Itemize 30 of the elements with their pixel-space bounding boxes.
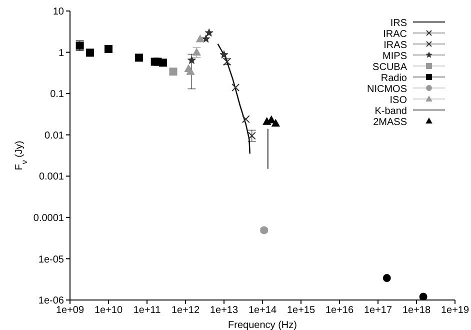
- x-tick-label: 1e+13: [210, 305, 238, 316]
- y-tick-label: 0.01: [44, 130, 64, 142]
- y-tick-label: 1e-05: [38, 254, 64, 266]
- y-tick-label: 1e-06: [38, 296, 64, 307]
- legend-label: ISO: [390, 95, 408, 106]
- x-tick-label: 1e+16: [325, 305, 354, 316]
- legend-label: MIPS: [382, 51, 408, 62]
- y-tick-label: 0.001: [38, 172, 64, 183]
- legend-label: 2MASS: [373, 117, 408, 128]
- x-tick-label: 1e+17: [364, 305, 392, 316]
- x-tick-label: 1e+11: [133, 305, 162, 316]
- x-tick-label: 1e+12: [171, 305, 200, 316]
- legend-label: IRAS: [384, 40, 408, 51]
- x-tick-label: 1e+10: [94, 305, 123, 316]
- y-tick-label: 0.1: [50, 89, 64, 100]
- x-axis-title: Frequency (Hz): [228, 320, 297, 330]
- legend-label: IRS: [390, 18, 408, 29]
- legend-label: NICMOS: [367, 84, 408, 95]
- legend-label: IRAC: [383, 29, 407, 40]
- x-tick-label: 1e+09: [56, 305, 84, 316]
- legend-label: SCUBA: [372, 62, 408, 73]
- legend-label: K-band: [374, 106, 407, 117]
- y-tick-label: 10: [52, 6, 64, 18]
- x-tick-label: 1e+14: [248, 305, 277, 316]
- x-tick-label: 1e+19: [440, 305, 470, 316]
- y-tick-label: 1: [58, 48, 64, 59]
- x-tick-label: 1e+18: [402, 305, 431, 316]
- y-tick-label: 0.0001: [33, 212, 64, 224]
- legend-label: Radio: [380, 73, 408, 84]
- x-tick-label: 1e+15: [286, 305, 316, 316]
